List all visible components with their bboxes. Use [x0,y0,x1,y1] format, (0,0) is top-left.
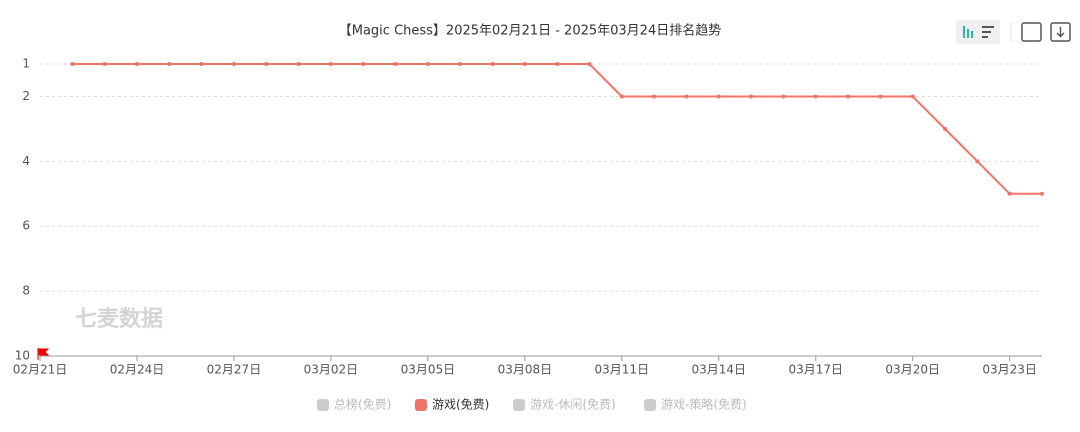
data-point [393,62,398,66]
image-button[interactable] [1021,22,1042,42]
x-tick-label: 02月21日 [13,363,68,377]
data-point [781,94,786,99]
icon [982,36,988,38]
flag-icon [37,348,50,360]
x-tick-label: 03月20日 [885,363,940,377]
download-button[interactable] [1050,22,1071,42]
x-tick-label: 03月05日 [401,363,456,377]
y-tick-label: 10 [15,349,30,363]
toggle-button[interactable] [956,20,1000,44]
y-tick-label: 6 [22,219,30,233]
data-point [425,62,430,66]
x-tick-label: 03月23日 [982,363,1037,377]
data-point [167,62,172,66]
legend-swatch[interactable] [644,399,656,411]
data-point [490,62,495,66]
data-point [134,62,139,66]
legend-label: 游戏-休闲(免费) [530,397,616,412]
data-point [555,62,560,66]
data-point [587,62,592,66]
data-point [328,62,333,66]
data-point [652,94,657,99]
data-point [975,159,980,164]
x-tick-label: 03月11日 [595,363,650,377]
data-point [231,62,236,66]
chart-title: 【Magic Chess】2025年02月21日 - 2025年03月24日排名… [339,23,721,39]
legend-swatch[interactable] [317,399,329,411]
data-point [716,94,721,99]
series-line [72,63,1042,195]
legend-label: 游戏-策略(免费) [661,397,747,412]
data-point [684,94,689,99]
data-point [199,62,204,66]
icon [971,31,973,38]
data-point [943,126,948,131]
data-point [458,62,463,66]
y-tick-label: 1 [22,57,30,71]
data-point [910,94,915,99]
x-tick-label: 03月08日 [498,363,553,377]
data-point [296,62,301,66]
data-point [1040,191,1044,196]
icon [967,29,969,38]
x-tick-label: 03月17日 [788,363,843,377]
data-point [102,62,107,66]
data-point [813,94,818,99]
x-tick-label: 02月24日 [110,363,165,377]
legend-label: 游戏(免费) [432,397,489,412]
legend-label: 总榜(免费) [334,397,391,412]
data-point [70,62,75,66]
data-point [846,94,851,99]
data-point [878,94,883,99]
x-tick-label: 02月27日 [207,363,262,377]
legend-swatch[interactable] [415,399,427,411]
x-tick-label: 03月14日 [692,363,747,377]
toolbar [956,20,1071,44]
data-point [264,62,269,66]
y-tick-label: 4 [22,154,30,168]
data-point [619,94,624,99]
watermark: 七麦数据 [75,306,163,332]
legend-swatch[interactable] [513,399,525,411]
data-point [522,62,527,66]
y-tick-label: 8 [22,284,30,298]
icon [963,26,965,38]
data-point [749,94,754,99]
x-tick-label: 03月02日 [304,363,359,377]
icon [982,26,994,28]
data-point [361,62,366,66]
data-point [1007,191,1012,196]
icon [1056,27,1065,38]
icon [982,31,991,33]
y-tick-label: 2 [22,89,30,103]
